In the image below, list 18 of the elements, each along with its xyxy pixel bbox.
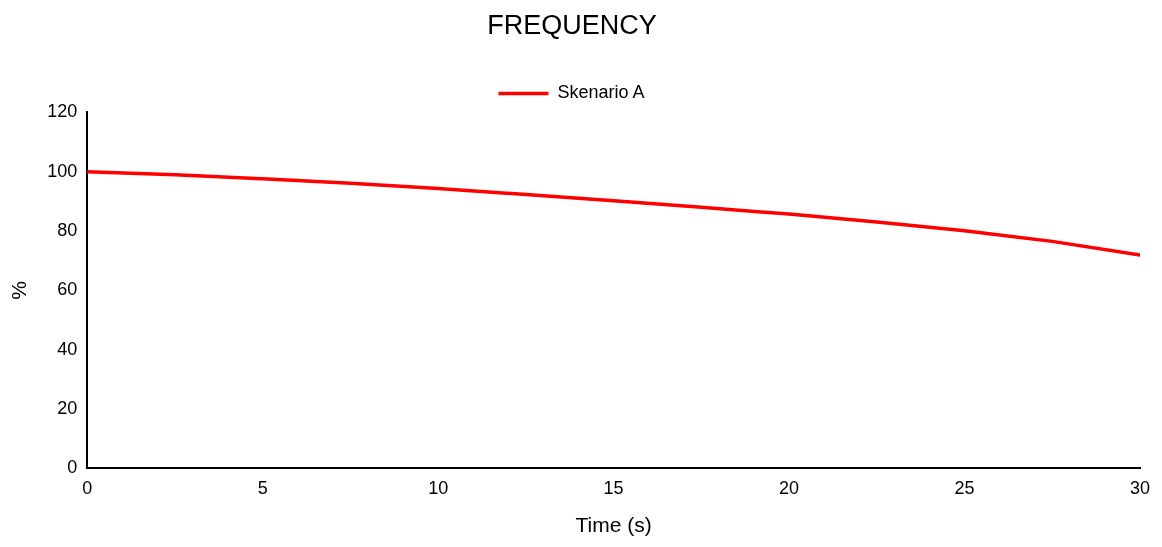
x-tick-label: 10 bbox=[428, 477, 449, 498]
y-tick-label: 80 bbox=[57, 219, 78, 240]
y-axis-title: % bbox=[7, 280, 31, 300]
y-tick-label: 0 bbox=[67, 457, 78, 478]
y-tick-label: 40 bbox=[57, 338, 78, 359]
y-tick-label: 20 bbox=[57, 397, 78, 418]
legend-label: Skenario A bbox=[557, 82, 645, 103]
x-tick-label: 0 bbox=[82, 477, 93, 498]
chart-title: FREQUENCY bbox=[487, 9, 657, 40]
x-axis-title: Time (s) bbox=[575, 513, 652, 537]
x-tick-label: 30 bbox=[1129, 477, 1151, 498]
y-tick-label: 120 bbox=[47, 101, 78, 122]
x-tick-label: 25 bbox=[954, 477, 975, 498]
y-tick-label: 60 bbox=[57, 279, 78, 300]
x-tick-label: 15 bbox=[603, 477, 624, 498]
y-tick-label: 100 bbox=[47, 160, 78, 181]
x-tick-label: 20 bbox=[779, 477, 800, 498]
x-tick-label: 5 bbox=[257, 477, 268, 498]
